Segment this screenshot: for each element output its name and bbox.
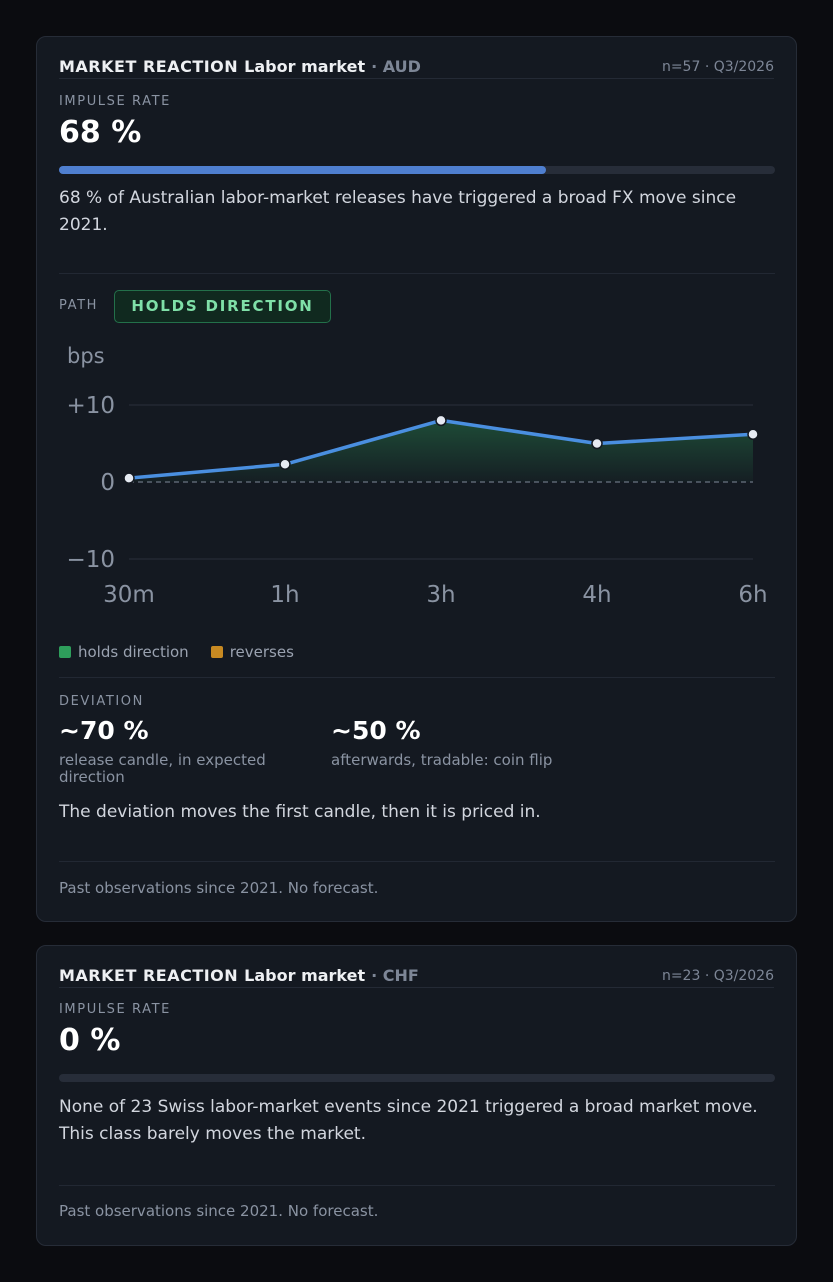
footer-divider [59, 1185, 775, 1186]
y-tick-label: 0 [100, 470, 115, 496]
deviation-label: DEVIATION [59, 694, 144, 709]
legend-swatch-holds [59, 646, 71, 658]
impulse-rate-bar [59, 166, 775, 174]
chart-legend: holds direction reverses [59, 643, 294, 661]
impulse-rate-label: IMPULSE RATE [59, 94, 171, 109]
data-point [747, 428, 759, 441]
card-sample-meta: n=23 · Q3/2026 [661, 968, 774, 984]
data-point [435, 414, 447, 427]
path-status-badge: HOLDS DIRECTION [114, 290, 331, 323]
card-header: MARKET REACTION Labor market · CHF n=23 · … [59, 966, 774, 988]
chart-unit-label: bps [67, 344, 105, 368]
impulse-rate-bar-fill [59, 166, 546, 174]
path-chart: bps +10 0 −10 30m 1h 3h 4h 6h [66, 344, 767, 608]
impulse-description: 68 % of Australian labor-market releases… [59, 188, 737, 235]
section-divider [59, 273, 775, 274]
data-point [279, 458, 291, 471]
card-sample-meta: n=57 · Q3/2026 [661, 59, 774, 75]
card-header: MARKET REACTION Labor market · AUD n=57 · … [59, 57, 774, 79]
card-kicker: MARKET REACTION [59, 57, 239, 76]
deviation-caption-release: release candle, in expected direction [59, 751, 266, 786]
market-reaction-card-aud: MARKET REACTION Labor market · AUD n=57 · … [36, 36, 797, 922]
x-tick-label: 4h [582, 582, 611, 608]
x-tick-label: 30m [103, 582, 155, 608]
impulse-description: None of 23 Swiss labor-market events sin… [59, 1097, 758, 1144]
impulse-rate-label: IMPULSE RATE [59, 1002, 171, 1017]
deviation-value-after: ~50 % [331, 716, 421, 745]
x-tick-label: 3h [426, 582, 455, 608]
y-tick-label: −10 [66, 547, 115, 573]
path-label: PATH [59, 298, 99, 313]
legend-label-holds: holds direction [78, 643, 189, 661]
y-tick-label: +10 [66, 393, 115, 419]
card-subject: Labor market [244, 966, 366, 985]
market-reaction-card-chf: MARKET REACTION Labor market · CHF n=23 · … [36, 945, 797, 1246]
section-divider [59, 677, 775, 678]
data-point [123, 472, 135, 484]
card-currency: · CHF [371, 966, 419, 985]
card-subject: Labor market [244, 57, 366, 76]
deviation-summary: The deviation moves the first candle, th… [59, 802, 541, 822]
legend-swatch-reverses [210, 646, 223, 658]
x-tick-label: 1h [270, 582, 299, 608]
deviation-value-release: ~70 % [59, 716, 149, 745]
card-kicker: MARKET REACTION [59, 966, 239, 985]
impulse-rate-bar [59, 1074, 775, 1082]
deviation-caption-after: afterwards, tradable: coin flip [331, 751, 553, 769]
impulse-rate-value: 68 % [59, 115, 142, 150]
series-area-fill [129, 420, 753, 482]
card-currency: · AUD [371, 57, 421, 76]
footer-divider [59, 861, 775, 862]
impulse-rate-value: 0 % [59, 1023, 121, 1058]
card-footer-note: Past observations since 2021. No forecas… [59, 1202, 379, 1220]
card-footer-note: Past observations since 2021. No forecas… [59, 879, 379, 897]
data-point [591, 437, 603, 450]
x-tick-label: 6h [738, 582, 767, 608]
legend-label-reverses: reverses [229, 643, 294, 661]
